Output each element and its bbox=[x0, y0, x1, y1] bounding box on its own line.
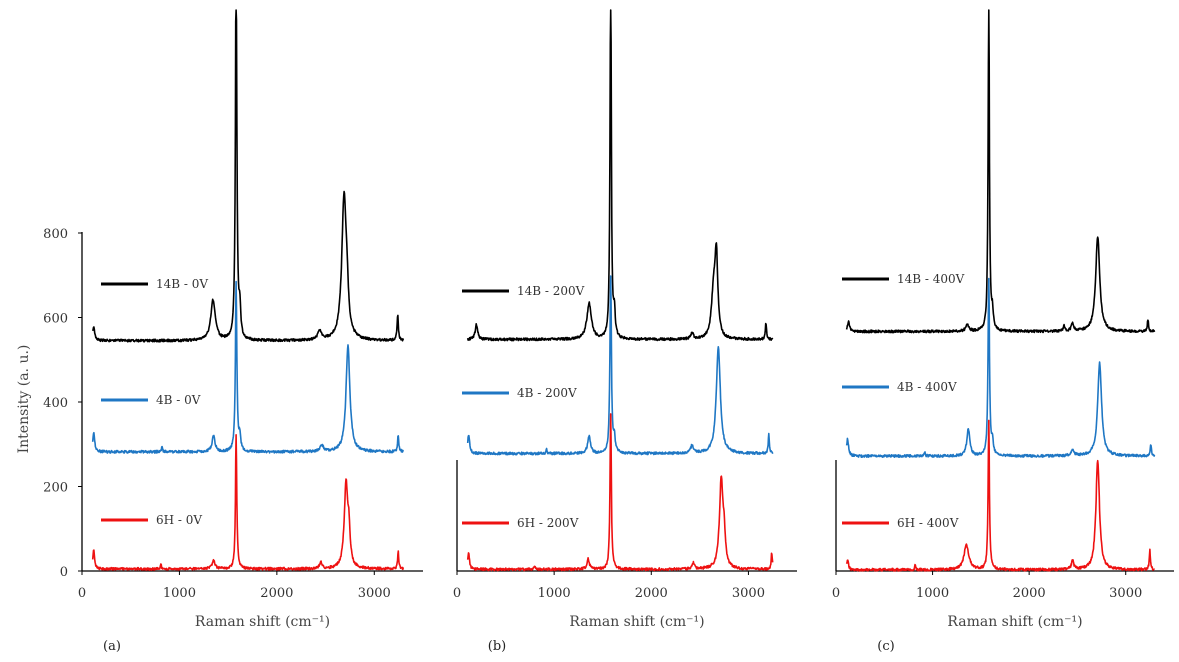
y-tick-label: 0 bbox=[60, 565, 68, 580]
panel-label: (a) bbox=[103, 639, 121, 654]
legend-label: 4B - 400V bbox=[897, 380, 957, 394]
y-tick-label: 600 bbox=[43, 312, 68, 327]
series-line-4b bbox=[91, 280, 405, 454]
legend-label: 6H - 400V bbox=[897, 516, 959, 530]
x-axis-title: Raman shift (cm⁻¹) bbox=[569, 614, 704, 630]
series-line-14b bbox=[466, 9, 774, 342]
x-tick-label: 2000 bbox=[260, 586, 293, 601]
legend-label: 6H - 200V bbox=[517, 516, 579, 530]
x-tick-label: 2000 bbox=[1013, 586, 1046, 601]
series-line-6h bbox=[845, 419, 1155, 572]
x-tick-label: 1000 bbox=[163, 586, 196, 601]
legend-label: 6H - 0V bbox=[156, 513, 202, 527]
x-tick-label: 2000 bbox=[635, 586, 668, 601]
series-line-14b bbox=[845, 9, 1156, 334]
y-axis-title: Intensity (a. u.) bbox=[16, 345, 32, 454]
legend-label: 14B - 400V bbox=[897, 272, 965, 286]
panel-label: (c) bbox=[877, 639, 894, 654]
x-tick-label: 3000 bbox=[358, 586, 391, 601]
x-tick-label: 3000 bbox=[1109, 586, 1142, 601]
x-tick-label: 0 bbox=[832, 586, 840, 601]
x-tick-label: 3000 bbox=[732, 586, 765, 601]
chart-panels: 0 1000 2000 3000 0 200 400 600 800 14B - 0V 4B - 0… bbox=[43, 9, 1174, 654]
series-line-4b bbox=[845, 277, 1156, 458]
series-line-4b bbox=[466, 275, 774, 456]
legend-label: 4B - 200V bbox=[517, 386, 577, 400]
legend-label: 4B - 0V bbox=[156, 393, 201, 407]
chart-panel-a: 0 1000 2000 3000 0 200 400 600 800 14B - 0V 4B - 0… bbox=[43, 9, 423, 654]
x-tick-label: 1000 bbox=[916, 586, 949, 601]
x-tick-label: 1000 bbox=[538, 586, 571, 601]
chart-panel-c: 0 1000 2000 3000 14B - 400V 4B - 400V 6H - 400… bbox=[832, 9, 1174, 654]
y-tick-label: 200 bbox=[43, 481, 68, 496]
x-axis-title: Raman shift (cm⁻¹) bbox=[195, 614, 330, 630]
y-tick-label: 400 bbox=[43, 396, 68, 411]
series-line-6h bbox=[466, 413, 774, 572]
legend-label: 14B - 200V bbox=[517, 284, 585, 298]
y-tick-label: 800 bbox=[43, 227, 68, 242]
legend-label: 14B - 0V bbox=[156, 277, 208, 291]
x-tick-label: 0 bbox=[78, 586, 86, 601]
x-axis-title: Raman shift (cm⁻¹) bbox=[947, 614, 1082, 630]
x-tick-label: 0 bbox=[453, 586, 461, 601]
series-line-14b bbox=[91, 9, 405, 343]
panel-label: (b) bbox=[488, 639, 506, 654]
series-line-6h bbox=[91, 434, 405, 571]
chart-panel-b: 0 1000 2000 3000 14B - 200V 4B - 200V 6H - 200… bbox=[453, 9, 797, 654]
